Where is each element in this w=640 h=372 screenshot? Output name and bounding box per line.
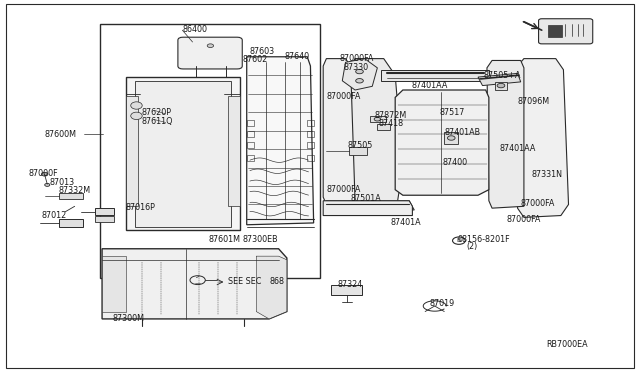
Circle shape xyxy=(45,183,50,186)
Polygon shape xyxy=(478,73,521,86)
Ellipse shape xyxy=(131,112,142,119)
Text: 87601M: 87601M xyxy=(209,235,241,244)
FancyBboxPatch shape xyxy=(539,19,593,44)
Polygon shape xyxy=(228,96,241,206)
Circle shape xyxy=(356,69,364,74)
FancyBboxPatch shape xyxy=(178,37,243,69)
Polygon shape xyxy=(125,96,138,206)
Circle shape xyxy=(374,117,381,121)
Bar xyxy=(247,155,253,161)
Bar xyxy=(495,82,507,90)
Polygon shape xyxy=(246,57,314,225)
Polygon shape xyxy=(342,59,378,90)
Bar xyxy=(378,124,390,129)
Bar xyxy=(332,285,362,295)
Bar xyxy=(247,119,253,126)
Text: 87000FA: 87000FA xyxy=(507,215,541,224)
Text: 87330: 87330 xyxy=(344,62,369,72)
Bar xyxy=(307,142,314,148)
Bar xyxy=(307,119,314,126)
Text: 87019: 87019 xyxy=(429,299,455,308)
Text: 87000FA: 87000FA xyxy=(326,185,361,194)
Text: 87872M: 87872M xyxy=(374,110,406,120)
Circle shape xyxy=(42,172,48,176)
Text: 87332M: 87332M xyxy=(59,186,91,195)
Text: 87331N: 87331N xyxy=(532,170,563,179)
Text: 87505+A: 87505+A xyxy=(484,71,521,80)
Circle shape xyxy=(441,112,454,119)
Bar xyxy=(247,142,253,148)
Text: 87640: 87640 xyxy=(285,52,310,61)
Bar xyxy=(100,23,320,278)
Circle shape xyxy=(207,44,214,48)
Text: 87000FA: 87000FA xyxy=(339,54,374,63)
Polygon shape xyxy=(125,77,241,230)
Ellipse shape xyxy=(131,102,142,109)
Text: RB7000EA: RB7000EA xyxy=(546,340,588,349)
Bar xyxy=(59,219,83,227)
Bar xyxy=(349,147,367,155)
Text: 87016P: 87016P xyxy=(125,203,156,212)
Bar xyxy=(548,25,562,37)
Polygon shape xyxy=(351,59,403,208)
Bar xyxy=(307,155,314,161)
Polygon shape xyxy=(323,59,360,205)
Polygon shape xyxy=(323,201,412,215)
Text: 87505: 87505 xyxy=(348,141,372,150)
Text: 87300EB: 87300EB xyxy=(243,235,278,244)
Text: 87602: 87602 xyxy=(243,55,268,64)
Text: 87096M: 87096M xyxy=(518,97,550,106)
Text: 87603: 87603 xyxy=(250,47,275,56)
Text: 87620P: 87620P xyxy=(141,108,172,117)
Text: 87000FA: 87000FA xyxy=(521,199,555,208)
Circle shape xyxy=(444,113,451,117)
Bar xyxy=(59,193,83,199)
Text: 87600M: 87600M xyxy=(45,130,77,139)
Polygon shape xyxy=(326,201,414,210)
Text: 87000FA: 87000FA xyxy=(326,92,361,101)
Text: 87501A: 87501A xyxy=(351,194,381,203)
Text: 87400: 87400 xyxy=(443,157,468,167)
Bar xyxy=(307,131,314,137)
Circle shape xyxy=(497,83,505,88)
Bar xyxy=(247,131,253,137)
Circle shape xyxy=(356,78,364,83)
Polygon shape xyxy=(135,81,231,227)
Circle shape xyxy=(447,136,455,140)
Text: 87401AB: 87401AB xyxy=(444,128,481,137)
Polygon shape xyxy=(256,256,287,319)
Bar xyxy=(95,216,114,222)
Text: 87401AA: 87401AA xyxy=(500,144,536,153)
Text: 87013: 87013 xyxy=(49,178,74,187)
Text: 87000F: 87000F xyxy=(28,169,58,177)
Text: SEE SEC: SEE SEC xyxy=(228,278,261,286)
Polygon shape xyxy=(518,59,568,217)
Bar xyxy=(370,116,386,122)
Text: 87324: 87324 xyxy=(337,280,362,289)
Text: 868: 868 xyxy=(269,278,284,286)
Text: (2): (2) xyxy=(467,243,478,251)
Polygon shape xyxy=(381,70,489,81)
Bar xyxy=(444,132,458,144)
Text: 87517: 87517 xyxy=(439,108,465,117)
Text: 87418: 87418 xyxy=(379,119,404,128)
Polygon shape xyxy=(395,90,489,195)
Polygon shape xyxy=(102,249,287,319)
Text: B: B xyxy=(457,238,461,243)
Text: 87300M: 87300M xyxy=(113,314,145,323)
Text: 87401AA: 87401AA xyxy=(411,81,447,90)
Polygon shape xyxy=(102,256,125,311)
Polygon shape xyxy=(487,61,524,208)
Text: 87611Q: 87611Q xyxy=(141,117,173,126)
Text: 86400: 86400 xyxy=(183,25,208,33)
Text: 08156-8201F: 08156-8201F xyxy=(457,235,509,244)
Text: 87012: 87012 xyxy=(42,211,67,220)
Bar xyxy=(95,208,114,215)
Text: 87401A: 87401A xyxy=(390,218,420,227)
